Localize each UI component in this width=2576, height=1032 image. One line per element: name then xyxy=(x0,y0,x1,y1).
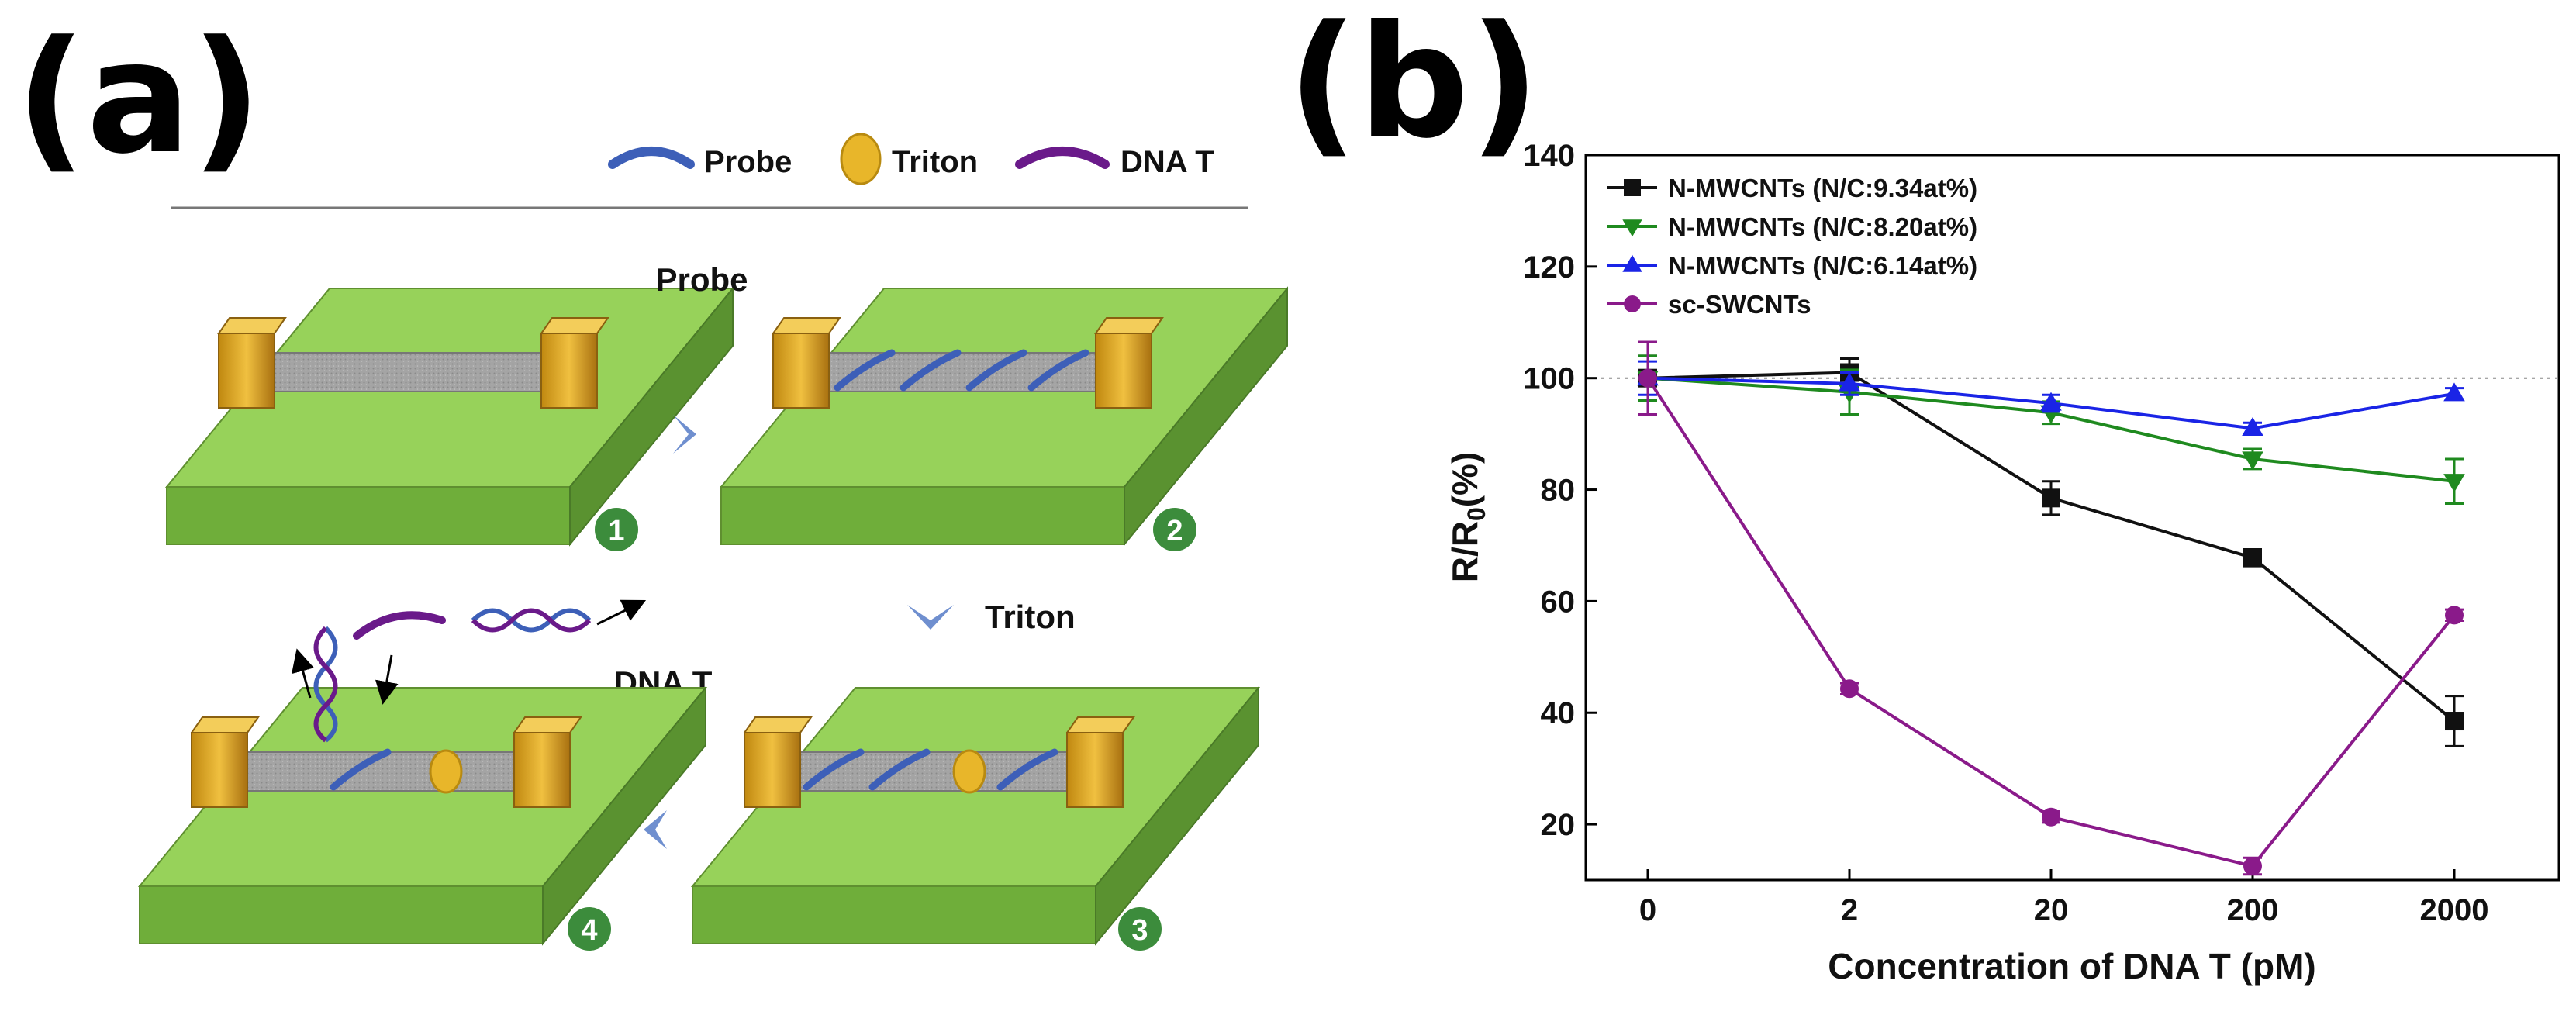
data-point xyxy=(1840,679,1859,699)
y-tick-label: 100 xyxy=(1523,362,1575,396)
data-point xyxy=(1839,372,1860,392)
panel-b-label: (b) xyxy=(1287,0,1540,173)
x-tick-label: 2000 xyxy=(2420,893,2489,927)
legend-triton-label: Triton xyxy=(892,145,978,179)
y-tick-label: 120 xyxy=(1523,250,1575,285)
dna-target-icon xyxy=(1015,147,1110,169)
data-point xyxy=(2443,382,2465,402)
data-point xyxy=(2243,548,2262,568)
triton-bead-icon xyxy=(840,133,882,185)
legend-label: N-MWCNTs (N/C:9.34at%) xyxy=(1668,174,1977,202)
data-point xyxy=(2445,712,2464,731)
series-layer xyxy=(1637,340,2465,876)
device-step-1: 1 xyxy=(164,286,735,551)
device-step-3: 3 xyxy=(690,685,1261,951)
chart-legend: N-MWCNTs (N/C:9.34at%) N-MWCNTs (N/C:8.20… xyxy=(1607,174,1977,319)
y-tick-label: 80 xyxy=(1541,474,1576,508)
arrow-step2-to-step3 xyxy=(907,605,954,630)
y-tick-label: 40 xyxy=(1541,696,1576,730)
svg-text:2: 2 xyxy=(1166,515,1183,547)
legend-marker xyxy=(1622,254,1642,272)
device-step-4: 4 xyxy=(137,685,708,951)
label-triton-step: Triton xyxy=(985,599,1076,635)
x-tick-label: 2 xyxy=(1841,893,1858,927)
data-point xyxy=(2445,606,2464,625)
svg-text:1: 1 xyxy=(608,515,624,547)
series-4 xyxy=(1638,340,2464,876)
probe-strand-icon xyxy=(608,147,695,169)
data-point xyxy=(2243,857,2262,876)
svg-text:3: 3 xyxy=(1131,914,1148,947)
data-point xyxy=(2443,474,2465,493)
data-point xyxy=(2042,488,2060,508)
svg-text:4: 4 xyxy=(581,914,597,947)
y-axis-title: R/R0(%) xyxy=(1445,452,1490,583)
x-tick-label: 0 xyxy=(1639,893,1656,927)
x-axis-title: Concentration of DNA T (pM) xyxy=(1828,946,2315,986)
data-point xyxy=(1638,368,1657,388)
released-dna-duplexes xyxy=(292,599,647,743)
arrow-step3-to-step4 xyxy=(644,810,667,849)
legend-label: sc-SWCNTs xyxy=(1668,290,1811,319)
step-badge-4 xyxy=(568,907,611,951)
legend-marker xyxy=(1624,295,1641,312)
step-badge-2 xyxy=(1153,508,1196,551)
legend-marker xyxy=(1622,219,1642,237)
x-axis: 0 2 20 200 2000 xyxy=(1639,869,2489,927)
data-point xyxy=(2042,807,2060,827)
data-point xyxy=(2242,417,2263,437)
y-tick-label: 20 xyxy=(1541,808,1576,842)
x-tick-label: 200 xyxy=(2227,893,2279,927)
plot-area-frame xyxy=(1584,154,2560,882)
legend-label: N-MWCNTs (N/C:6.14at%) xyxy=(1668,251,1977,280)
arrow-step1-to-step2 xyxy=(673,415,696,454)
schematic-legend: Probe Triton DNA T xyxy=(608,133,1214,185)
data-point xyxy=(2040,392,2062,411)
y-tick-label: 140 xyxy=(1523,139,1575,173)
sensing-response-chart: 20 40 60 80 100 120 140 0 2 20 200 2000 N-MWCNTs (… xyxy=(1445,139,2560,986)
x-tick-label: 20 xyxy=(2034,893,2069,927)
device-step-2: 2 xyxy=(719,286,1290,551)
label-probe-step: Probe xyxy=(655,261,748,298)
legend-marker xyxy=(1624,179,1641,196)
step-badge-1 xyxy=(595,508,638,551)
panel-a-label: (a) xyxy=(16,8,262,188)
y-axis: 20 40 60 80 100 120 140 xyxy=(1523,139,1597,842)
y-tick-label: 60 xyxy=(1541,585,1576,619)
step-badge-3 xyxy=(1118,907,1162,951)
data-point xyxy=(2242,451,2263,471)
legend-label: N-MWCNTs (N/C:8.20at%) xyxy=(1668,212,1977,241)
legend-probe-label: Probe xyxy=(704,145,792,179)
legend-dnat-label: DNA T xyxy=(1121,145,1214,179)
